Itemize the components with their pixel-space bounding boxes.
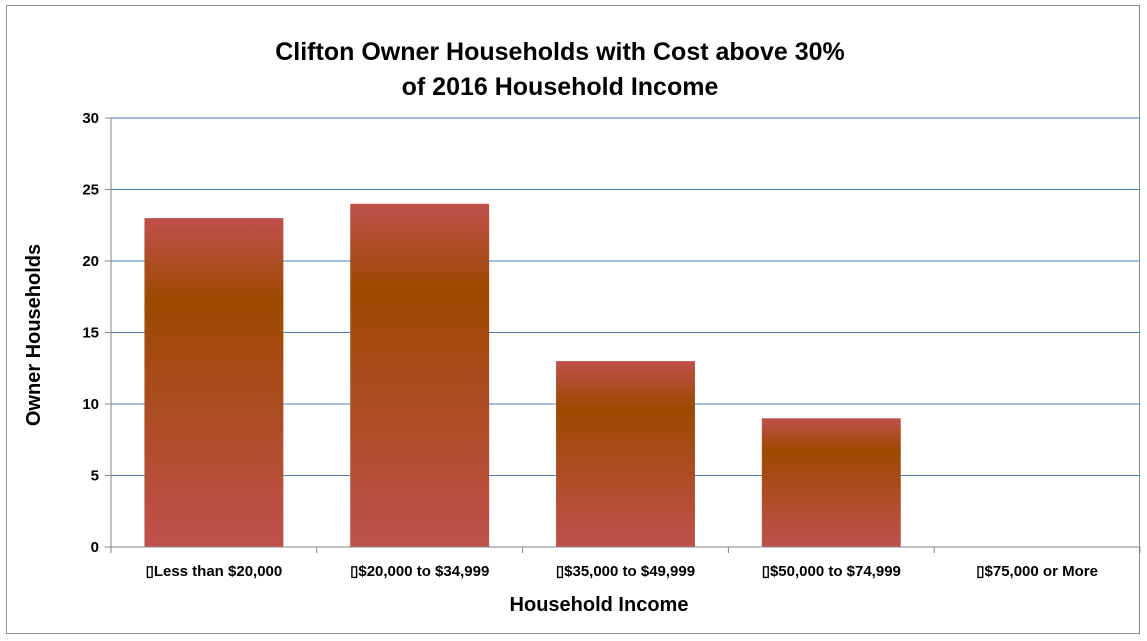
y-tick-label: 15 bbox=[82, 325, 99, 342]
x-axis-title: Household Income bbox=[510, 594, 689, 616]
bar bbox=[556, 361, 695, 547]
bar bbox=[761, 418, 901, 547]
y-tick-label: 30 bbox=[82, 110, 99, 127]
bar bbox=[144, 218, 284, 547]
x-category-label: ▯$20,000 to $34,999 bbox=[350, 563, 489, 580]
y-tick-label: 20 bbox=[82, 253, 99, 270]
x-category-label: ▯$50,000 to $74,999 bbox=[762, 563, 901, 580]
bar bbox=[350, 203, 490, 548]
x-category-label: ▯$35,000 to $49,999 bbox=[556, 563, 695, 580]
chart-title-line-2: of 2016 Household Income bbox=[402, 73, 719, 101]
y-tick-label: 0 bbox=[91, 539, 99, 556]
bar-chart: Clifton Owner Households with Cost above… bbox=[23, 38, 1141, 616]
y-axis-title: Owner Households bbox=[23, 244, 45, 426]
x-category-label: ▯$75,000 or More bbox=[976, 563, 1098, 580]
y-tick-label: 25 bbox=[82, 182, 99, 199]
x-category-label: ▯Less than $20,000 bbox=[146, 563, 283, 580]
chart-frame: Clifton Owner Households with Cost above… bbox=[6, 5, 1141, 634]
y-tick-label: 5 bbox=[91, 468, 99, 485]
y-tick-label: 10 bbox=[82, 396, 99, 413]
chart-title-line-1: Clifton Owner Households with Cost above… bbox=[275, 38, 845, 66]
